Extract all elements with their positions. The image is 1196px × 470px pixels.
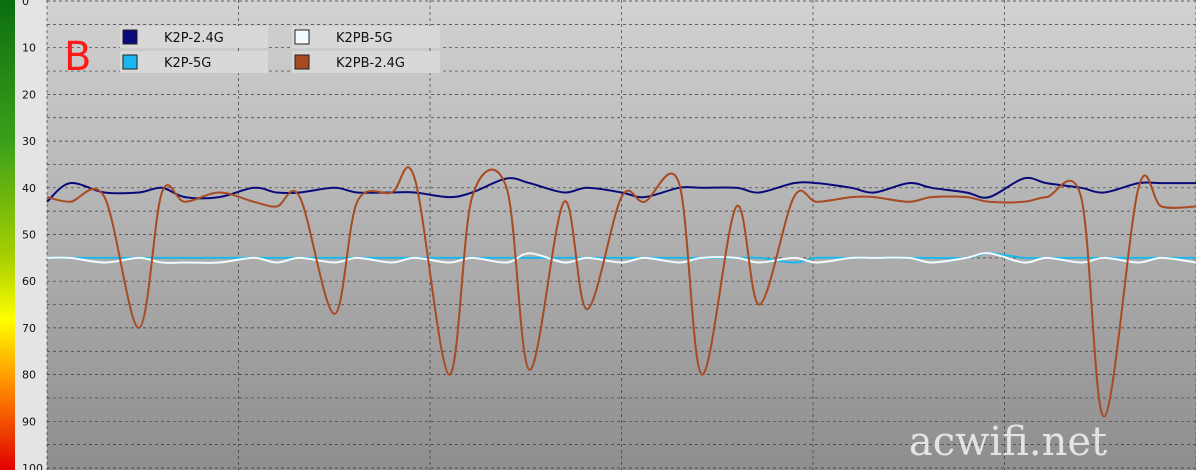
y-tick-label: 50 — [22, 229, 36, 242]
y-tick-label: 20 — [22, 88, 36, 101]
legend-swatch-k2pb-2-4g — [294, 54, 310, 70]
series-line-k2pb-2-4g — [46, 166, 1196, 418]
y-tick-label: 10 — [22, 42, 36, 55]
panel-label: B — [64, 34, 91, 80]
y-tick-label: 60 — [22, 275, 36, 288]
watermark: acwifi.net — [909, 419, 1107, 465]
y-tick-label: 100 — [22, 462, 43, 470]
grid-lines — [46, 0, 1196, 470]
y-tick-label: 70 — [22, 322, 36, 335]
series-line-k2pb-5g — [46, 252, 1196, 264]
signal-strength-bar — [0, 0, 15, 470]
y-tick-label: 30 — [22, 135, 36, 148]
y-tick-label: 90 — [22, 415, 36, 428]
y-tick-label: 80 — [22, 369, 36, 382]
legend: K2P-2.4G K2PB-5G K2P-5G K2PB-2.4G — [120, 26, 440, 73]
legend-label-k2pb-2-4g: K2PB-2.4G — [336, 56, 405, 71]
legend-cell-bg — [120, 51, 268, 73]
y-axis-ticks: 0 10 20 30 40 50 60 70 80 90 100 — [22, 0, 43, 470]
legend-swatch-k2p-5g — [122, 54, 138, 70]
legend-label-k2p-2-4g: K2P-2.4G — [164, 31, 224, 46]
legend-cell-bg — [292, 26, 440, 48]
y-tick-label: 40 — [22, 182, 36, 195]
y-tick-label: 0 — [22, 0, 29, 8]
legend-swatch-k2p-2-4g — [122, 29, 138, 45]
series-line-k2p-2-4g — [46, 176, 1196, 203]
legend-swatch-k2pb-5g — [294, 29, 310, 45]
y-axis-panel — [15, 0, 47, 470]
legend-label-k2pb-5g: K2PB-5G — [336, 31, 393, 46]
legend-cell-bg — [292, 51, 440, 73]
legend-cell-bg — [120, 26, 268, 48]
legend-label-k2p-5g: K2P-5G — [164, 56, 211, 71]
series-lines — [46, 166, 1196, 418]
